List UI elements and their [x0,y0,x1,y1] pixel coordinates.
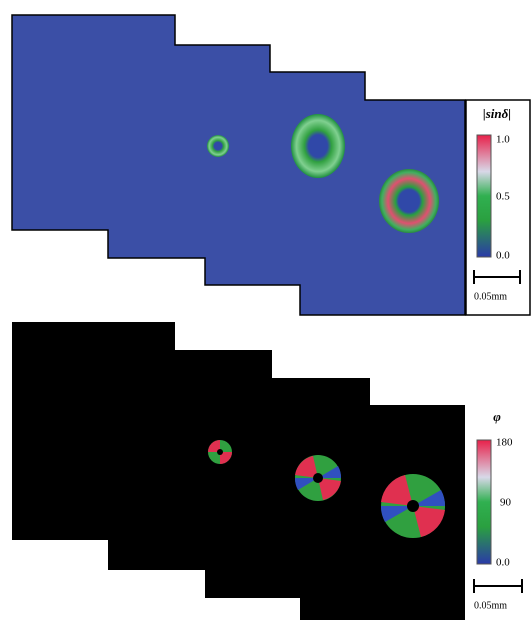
colorbar-tick: 90 [500,497,512,509]
disk [208,440,232,464]
disk [295,455,341,501]
colorbar [477,135,491,257]
colorbar-tick: 1.0 [496,134,510,146]
colorbar-tick: 0.0 [496,250,510,262]
colorbar [477,440,491,564]
sin-delta-map [12,15,465,315]
disk [381,474,445,538]
scale-bar [474,579,522,593]
figure: |sinδ| 1.0 0.5 0.0 0.05mm φ 180 90 0.0 0… [0,0,532,620]
colorbar-tick: 0.0 [496,557,510,569]
ring [379,169,439,233]
scale-label: 0.05mm [474,600,507,611]
ring [207,135,229,157]
colorbar-title: φ [493,409,501,424]
colorbar-tick: 0.5 [496,191,510,203]
colorbar-title: |sinδ| [483,106,511,121]
colorbar-tick: 180 [496,437,513,449]
phi-map [12,322,465,620]
ring [291,114,345,178]
scale-label: 0.05mm [474,291,507,302]
